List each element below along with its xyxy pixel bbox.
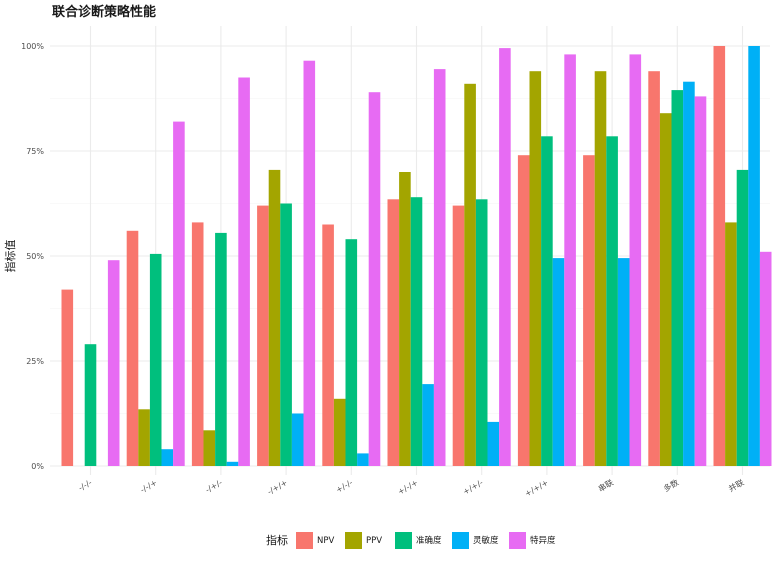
- bar: [541, 136, 553, 467]
- bar: [203, 430, 216, 466]
- bar: [552, 258, 565, 466]
- bar: [452, 205, 465, 466]
- bar: [529, 71, 542, 466]
- bar: [422, 384, 434, 466]
- bar: [759, 251, 772, 466]
- legend-swatch: [395, 532, 412, 549]
- legend-label: 准确度: [416, 535, 442, 546]
- legend: 指标 NPV PPV 准确度 灵敏度 特异度: [266, 532, 556, 549]
- legend-label: PPV: [366, 536, 382, 546]
- bar: [280, 203, 292, 466]
- legend-label: 灵敏度: [473, 535, 499, 546]
- y-tick-label: 75%: [26, 147, 44, 156]
- bar: [659, 113, 672, 466]
- bar: [257, 205, 269, 466]
- bar: [61, 289, 74, 466]
- chart-title: 联合诊断策略性能: [52, 4, 156, 20]
- bar: [694, 96, 707, 467]
- bars: [61, 46, 772, 467]
- legend-swatch: [452, 532, 469, 549]
- bar: [226, 461, 239, 466]
- y-tick-label: 0%: [31, 462, 44, 471]
- bar: [433, 69, 446, 466]
- bar: [487, 421, 500, 466]
- bar: [322, 224, 334, 466]
- bar: [215, 232, 227, 466]
- bar: [291, 413, 304, 466]
- bar: [629, 54, 642, 467]
- bar: [606, 136, 618, 467]
- bar: [475, 199, 488, 467]
- y-tick-label: 100%: [21, 42, 44, 51]
- bar: [736, 169, 749, 466]
- y-axis-label: 指标值: [3, 240, 17, 273]
- y-axis-ticks: 0% 25% 50% 75% 100%: [21, 42, 44, 471]
- bar: [517, 155, 530, 466]
- bar: [173, 121, 185, 466]
- legend-swatch: [509, 532, 526, 549]
- bar: [149, 253, 162, 466]
- bar: [268, 169, 281, 466]
- bar: [303, 60, 316, 466]
- bar: [138, 409, 150, 466]
- bar: [671, 90, 684, 466]
- bar: [725, 222, 737, 466]
- bar: [410, 197, 423, 466]
- y-tick-label: 25%: [26, 357, 44, 366]
- y-tick-label: 50%: [26, 252, 44, 261]
- bar: [399, 172, 411, 466]
- bar: [617, 258, 630, 466]
- bar: [107, 260, 120, 466]
- bar: [345, 239, 358, 466]
- bar: [713, 46, 726, 466]
- legend-label: 特异度: [530, 535, 556, 546]
- bar: [594, 71, 607, 466]
- bar: [387, 199, 400, 467]
- bar: [464, 83, 476, 467]
- legend-swatch: [296, 532, 313, 549]
- bar: [238, 77, 250, 466]
- legend-label: NPV: [317, 536, 334, 546]
- legend-title: 指标: [266, 533, 288, 547]
- bar: [161, 449, 174, 466]
- bar: [499, 48, 511, 466]
- bar: [583, 155, 595, 466]
- bar: [333, 398, 346, 466]
- bar: [126, 230, 139, 466]
- bar: [648, 71, 660, 466]
- bar: [683, 81, 695, 466]
- bar: [368, 92, 381, 466]
- bar: [748, 46, 760, 466]
- bar: [191, 222, 204, 466]
- legend-swatch: [345, 532, 362, 549]
- bar: [84, 344, 97, 466]
- bar: [357, 453, 369, 466]
- bar: [564, 54, 576, 467]
